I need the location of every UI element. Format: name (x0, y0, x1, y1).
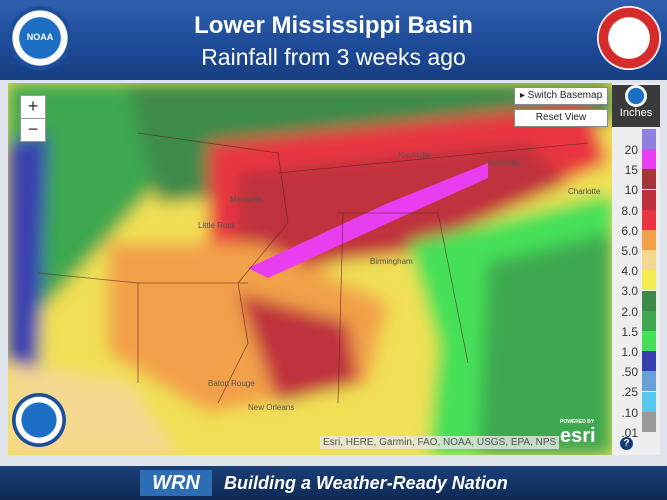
legend-swatch (642, 310, 656, 331)
legend-label: 1.0 (621, 345, 638, 359)
legend-row: 4.0 (612, 250, 660, 280)
legend-label: 2.0 (621, 304, 638, 319)
legend-swatch (642, 149, 656, 170)
legend-swatch (642, 169, 656, 190)
footer: WRN Building a Weather-Ready Nation (0, 466, 667, 500)
city-label: Baton Rouge (208, 379, 255, 388)
zoom-in-button[interactable]: + (20, 95, 46, 119)
legend-swatch (642, 411, 656, 432)
legend: Inches 20 15 10 8.0 6.0 5.0 4.0 3.0 2.0 1.5 1.0 .50… (612, 83, 660, 455)
legend-swatch (642, 391, 656, 412)
map-attribution: Esri, HERE, Garmin, FAO, NOAA, USGS, EPA… (320, 436, 560, 449)
legend-swatch (642, 250, 656, 271)
legend-label: 15 (624, 163, 638, 178)
legend-row: 8.0 (612, 189, 660, 220)
legend-label: 1.5 (621, 324, 638, 339)
legend-swatch (642, 351, 656, 372)
legend-swatch (642, 209, 656, 230)
page-subtitle: Rainfall from 3 weeks ago (201, 44, 466, 70)
city-label: Little Rock (198, 221, 236, 230)
legend-label: 5.0 (621, 244, 638, 258)
legend-row: 1.0 (612, 331, 660, 361)
wrn-logo: WRN (140, 470, 212, 496)
legend-label: .01 (621, 425, 638, 440)
rainfall-map[interactable]: Nashville Knoxville Memphis Little Rock … (8, 83, 612, 455)
legend-row: 2.0 (612, 290, 660, 321)
rainfall-overlay (8, 83, 612, 455)
noaa-icon (625, 85, 647, 107)
city-label: Birmingham (370, 257, 413, 266)
legend-swatch (642, 230, 656, 250)
legend-row: 10 (612, 169, 660, 199)
legend-label: 3.0 (621, 284, 638, 299)
legend-row: .25 (612, 371, 660, 401)
nws-logo (597, 6, 661, 70)
legend-row: 6.0 (612, 209, 660, 240)
legend-swatch (642, 189, 656, 210)
legend-label: 20 (624, 143, 638, 157)
footer-slogan: Building a Weather-Ready Nation (224, 473, 508, 493)
legend-row: 3.0 (612, 270, 660, 300)
legend-label: 4.0 (621, 264, 638, 279)
legend-swatch (642, 270, 656, 291)
legend-label: .10 (621, 405, 638, 420)
legend-header: Inches (612, 85, 660, 127)
city-label: Charlotte (568, 187, 601, 196)
header: NOAA Lower Mississippi Basin Rainfall fr… (0, 0, 667, 80)
legend-row: 5.0 (612, 230, 660, 260)
city-label: Knoxville (488, 159, 521, 168)
noaa-corner-logo (12, 393, 66, 447)
legend-swatch (642, 290, 656, 311)
city-label: Memphis (230, 195, 263, 204)
switch-basemap-button[interactable]: ▸ Switch Basemap (514, 87, 608, 105)
legend-label: 10 (624, 183, 638, 198)
legend-swatch (642, 331, 656, 351)
legend-row: .01 (612, 411, 660, 442)
legend-swatch (642, 371, 656, 392)
legend-row: 20 (612, 129, 660, 159)
page-title: Lower Mississippi Basin (194, 12, 473, 39)
legend-row: .50 (612, 351, 660, 381)
legend-label: 6.0 (621, 223, 638, 238)
legend-label: .25 (621, 385, 638, 400)
legend-label: .50 (621, 365, 638, 380)
zoom-out-button[interactable]: − (20, 118, 46, 142)
legend-unit: Inches (619, 107, 653, 119)
legend-row: 15 (612, 149, 660, 179)
reset-view-button[interactable]: Reset View (514, 109, 608, 127)
esri-logo: POWERED BY esri (560, 419, 596, 447)
legend-swatch (642, 129, 656, 149)
city-label: Nashville (398, 151, 431, 160)
noaa-logo: NOAA (8, 6, 72, 70)
legend-row: 1.5 (612, 310, 660, 341)
legend-row: .10 (612, 391, 660, 422)
help-icon[interactable]: ? (620, 437, 633, 450)
city-label: New Orleans (248, 403, 295, 412)
legend-label: 8.0 (621, 203, 638, 218)
